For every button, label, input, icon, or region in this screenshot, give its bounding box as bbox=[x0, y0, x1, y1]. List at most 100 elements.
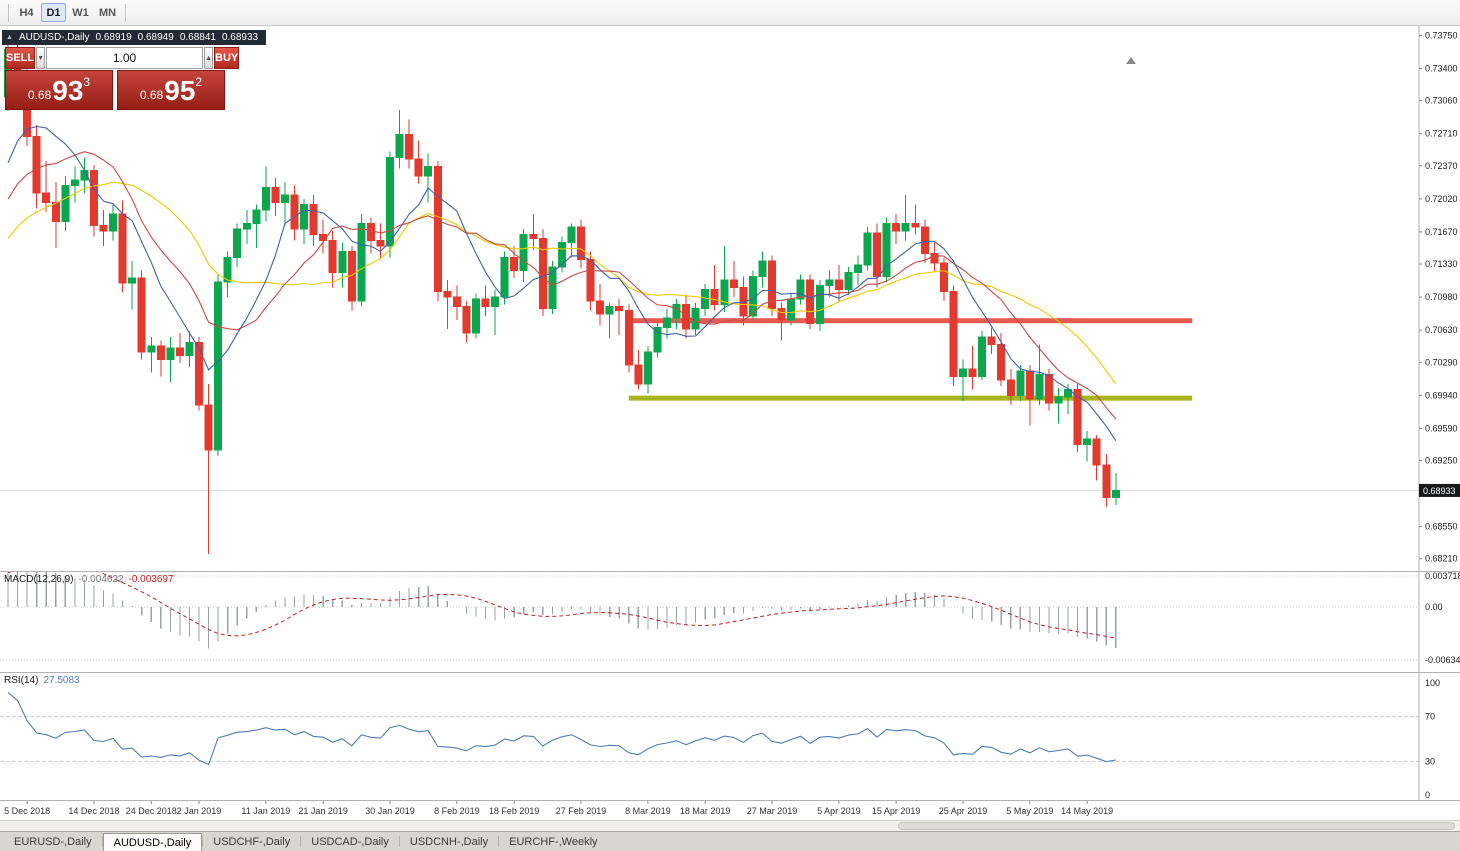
candle-up bbox=[386, 156, 394, 247]
candle-down bbox=[99, 224, 108, 232]
candle-down bbox=[1102, 464, 1111, 498]
candles bbox=[4, 32, 1120, 554]
date-axis-label: 27 Feb 2019 bbox=[556, 806, 607, 816]
candle-up bbox=[395, 134, 404, 158]
chart-shift-marker-icon[interactable] bbox=[1126, 57, 1136, 64]
date-axis-label: 30 Jan 2019 bbox=[365, 806, 415, 816]
symbol-tab-usdcad[interactable]: USDCAD-,Daily bbox=[311, 835, 389, 848]
volume-input[interactable] bbox=[46, 47, 204, 69]
candle-up bbox=[691, 307, 700, 330]
candle-down bbox=[433, 166, 442, 292]
candle-down bbox=[911, 222, 920, 228]
candle-down bbox=[624, 309, 633, 366]
volume-down-icon[interactable]: ▼ bbox=[36, 47, 46, 69]
timeframe-button-group: H4 D1 W1 MN bbox=[13, 3, 121, 22]
collapse-triangle-icon[interactable]: ▲ bbox=[6, 34, 13, 41]
horizontal-scrollbar[interactable] bbox=[0, 820, 1460, 831]
symbol-tab-audusd[interactable]: AUDUSD-,Daily bbox=[102, 833, 203, 851]
price-axis-label: 0.68550 bbox=[1425, 522, 1458, 532]
sell-price-prefix: 0.68 bbox=[27, 88, 52, 102]
date-axis-label: 14 Dec 2018 bbox=[68, 806, 119, 816]
date-axis[interactable]: 5 Dec 2018 14 Dec 2018 24 Dec 2018 2 Jan 20… bbox=[0, 800, 1460, 820]
candle-up bbox=[662, 317, 671, 328]
scrollbar-thumb[interactable] bbox=[898, 822, 1455, 830]
symbol-tab-usdcnh[interactable]: USDCNH-,Daily bbox=[409, 835, 489, 848]
price-chart-svg[interactable]: 0.73750 0.73400 0.73060 0.72710 0.72370 0.720… bbox=[0, 26, 1460, 571]
date-axis-label: 8 Mar 2019 bbox=[625, 806, 671, 816]
rsi-panel[interactable]: RSI(14) 27.5083 100 70 30 0 bbox=[0, 672, 1460, 800]
candle-up bbox=[357, 222, 366, 302]
date-axis-label: 8 Feb 2019 bbox=[434, 806, 480, 816]
candle-up bbox=[147, 345, 156, 353]
timeframe-button-d1[interactable]: D1 bbox=[41, 3, 66, 22]
candle-up bbox=[500, 256, 509, 298]
candle-down bbox=[634, 364, 643, 385]
candle-down bbox=[156, 345, 165, 360]
candle-up bbox=[978, 336, 987, 377]
candle-up bbox=[863, 232, 872, 266]
price-axis-label: 0.71330 bbox=[1425, 259, 1458, 269]
candle-down bbox=[997, 343, 1006, 381]
sell-button[interactable]: SELL bbox=[5, 47, 36, 69]
candle-down bbox=[586, 258, 595, 302]
buy-price-box[interactable]: 0.68 95 2 bbox=[117, 70, 225, 110]
date-axis-label: 2 Jan 2019 bbox=[177, 806, 222, 816]
candle-down bbox=[175, 347, 184, 357]
candle-up bbox=[70, 179, 79, 187]
candle-down bbox=[376, 239, 385, 247]
price-axis-label: 0.69940 bbox=[1425, 390, 1458, 400]
date-axis-label: 25 Apr 2019 bbox=[939, 806, 988, 816]
candle-up bbox=[61, 185, 70, 223]
price-axis-label: 0.69590 bbox=[1425, 423, 1458, 433]
price-chart-panel[interactable]: 0.73750 0.73400 0.73060 0.72710 0.72370 0.720… bbox=[0, 26, 1460, 571]
timeframe-button-h4[interactable]: H4 bbox=[19, 7, 34, 19]
candle-up bbox=[844, 272, 853, 291]
ohlc-high: 0.68949 bbox=[137, 32, 174, 43]
timeframe-button-mn[interactable]: MN bbox=[99, 7, 117, 19]
price-axis-label: 0.68210 bbox=[1425, 554, 1458, 564]
candle-down bbox=[615, 306, 624, 311]
macd-svg[interactable]: 0.003718 0.00 -0.006344 bbox=[0, 572, 1460, 672]
macd-axis-label: -0.006344 bbox=[1425, 655, 1460, 665]
timeframe-button-w1[interactable]: W1 bbox=[72, 7, 89, 19]
candle-up bbox=[252, 209, 261, 224]
candle-up bbox=[882, 222, 891, 277]
date-axis-label: 15 Apr 2019 bbox=[872, 806, 921, 816]
candle-down bbox=[1044, 374, 1053, 404]
current-price-tag-text: 0.68933 bbox=[1423, 486, 1456, 496]
buy-button[interactable]: BUY bbox=[214, 47, 240, 69]
candle-down bbox=[443, 290, 452, 298]
sell-price-box[interactable]: 0.68 93 3 bbox=[5, 70, 113, 110]
candle-down bbox=[290, 194, 299, 230]
candle-up bbox=[653, 326, 662, 353]
symbol-tab-usdchf[interactable]: USDCHF-,Daily bbox=[213, 835, 291, 848]
tab-separator bbox=[398, 836, 400, 847]
candle-up bbox=[471, 298, 480, 334]
macd-histogram bbox=[7, 572, 1117, 649]
rsi-axis-label: 70 bbox=[1425, 712, 1435, 722]
candle-up bbox=[901, 222, 910, 232]
symbol-tab-eurchf[interactable]: EURCHF-,Weekly bbox=[509, 835, 598, 848]
symbol-tab-bar: EURUSD-,Daily AUDUSD-,Daily USDCHF-,Daily U… bbox=[0, 831, 1460, 851]
price-axis-label: 0.72020 bbox=[1425, 194, 1458, 204]
candle-down bbox=[481, 298, 490, 308]
macd-panel[interactable]: MACD(12,26,9) -0.004622 -0.003697 0.003718… bbox=[0, 571, 1460, 672]
candle-down bbox=[729, 279, 738, 289]
date-axis-label: 18 Feb 2019 bbox=[489, 806, 540, 816]
candle-down bbox=[892, 222, 901, 232]
candle-up bbox=[758, 260, 767, 277]
candle-up bbox=[605, 306, 614, 315]
volume-up-icon[interactable]: ▲ bbox=[204, 47, 213, 69]
symbol-tab-eurusd[interactable]: EURUSD-,Daily bbox=[14, 835, 92, 848]
candle-up bbox=[1054, 396, 1063, 404]
date-axis-label: 11 Jan 2019 bbox=[241, 806, 290, 816]
candle-up bbox=[233, 228, 242, 258]
candle-up bbox=[548, 266, 557, 309]
buy-price-prefix: 0.68 bbox=[139, 88, 164, 102]
candle-down bbox=[118, 213, 127, 284]
macd-label: MACD(12,26,9) -0.004622 -0.003697 bbox=[4, 574, 174, 585]
date-axis-label: 21 Jan 2019 bbox=[298, 806, 348, 816]
candle-up bbox=[720, 279, 729, 306]
rsi-svg[interactable]: 100 70 30 0 bbox=[0, 673, 1460, 800]
candle-up bbox=[567, 226, 576, 243]
